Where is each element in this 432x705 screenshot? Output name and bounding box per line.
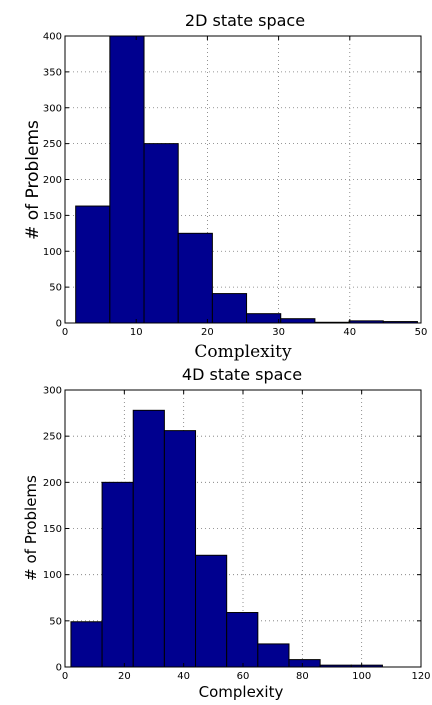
y-tick-label: 300 bbox=[43, 386, 62, 397]
chart-1-ticks: 0 10 20 30 40 50 0 50 100 150 200 250 300 350 400 bbox=[43, 32, 427, 339]
y-tick-label: 400 bbox=[43, 32, 62, 43]
histogram-bar bbox=[257, 643, 290, 668]
x-tick-label: 20 bbox=[118, 671, 131, 682]
chart-2-ylabel: # of Problems bbox=[22, 475, 40, 581]
x-tick-label: 40 bbox=[177, 671, 190, 682]
histogram-bar bbox=[177, 232, 213, 324]
chart-2-title: 4D state space bbox=[182, 365, 302, 384]
y-tick-label: 350 bbox=[43, 67, 62, 78]
y-tick-label: 200 bbox=[43, 478, 62, 489]
histogram-bar bbox=[143, 143, 179, 324]
x-tick-label: 30 bbox=[272, 327, 285, 338]
x-tick-label: 50 bbox=[415, 327, 428, 338]
y-tick-label: 250 bbox=[43, 139, 62, 150]
chart-1-ylabel: # of Problems bbox=[23, 120, 43, 240]
y-tick-label: 300 bbox=[43, 103, 62, 114]
histogram-bar bbox=[288, 659, 321, 668]
y-tick-label: 100 bbox=[43, 570, 62, 581]
y-tick-label: 100 bbox=[43, 247, 62, 258]
histogram-bar bbox=[211, 293, 248, 324]
y-tick-label: 0 bbox=[56, 319, 62, 330]
x-tick-label: 120 bbox=[411, 671, 430, 682]
x-tick-label: 0 bbox=[62, 327, 68, 338]
histogram-bar bbox=[246, 313, 282, 324]
x-tick-label: 10 bbox=[130, 327, 143, 338]
y-tick-label: 0 bbox=[56, 663, 62, 674]
histogram-bar bbox=[109, 35, 145, 324]
chart-2-ticks: 0 20 40 60 80 100 120 0 50 100 150 200 250 300 bbox=[43, 386, 431, 683]
histogram-bar bbox=[195, 554, 228, 668]
y-tick-label: 200 bbox=[43, 175, 62, 186]
x-tick-label: 100 bbox=[352, 671, 371, 682]
histogram-bar bbox=[280, 318, 316, 324]
histogram-bar bbox=[75, 205, 111, 324]
y-tick-label: 50 bbox=[49, 283, 62, 294]
chart-2: 4D state space 0 20 40 60 80 100 120 0 50 100 150 2… bbox=[22, 365, 431, 701]
chart-1-bars bbox=[75, 35, 418, 324]
y-tick-label: 150 bbox=[43, 524, 62, 535]
chart-1-grid bbox=[65, 36, 421, 323]
chart-2-bars bbox=[70, 409, 383, 668]
chart-1-xlabel: Complexity bbox=[194, 342, 292, 362]
x-tick-label: 80 bbox=[296, 671, 309, 682]
histogram-bar bbox=[132, 409, 165, 668]
x-tick-label: 20 bbox=[201, 327, 214, 338]
chart-2-grid bbox=[65, 390, 421, 667]
chart-1-title: 2D state space bbox=[185, 11, 305, 30]
histogram-bar bbox=[101, 481, 134, 668]
chart-2-xlabel: Complexity bbox=[199, 683, 284, 701]
histogram-bar bbox=[163, 430, 197, 668]
x-tick-label: 0 bbox=[62, 671, 68, 682]
y-tick-label: 250 bbox=[43, 432, 62, 443]
y-tick-label: 150 bbox=[43, 211, 62, 222]
y-tick-label: 50 bbox=[49, 616, 62, 627]
x-tick-label: 40 bbox=[343, 327, 356, 338]
histogram-bar bbox=[70, 621, 103, 668]
histogram-bar bbox=[226, 612, 259, 668]
x-tick-label: 60 bbox=[237, 671, 250, 682]
chart-1: 2D state space 0 10 20 30 40 50 0 50 100 150 200 25… bbox=[23, 11, 427, 362]
